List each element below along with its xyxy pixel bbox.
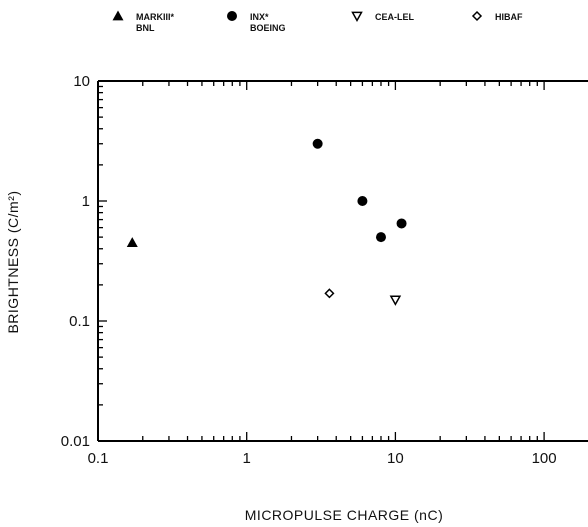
x-tick-label: 10 (387, 450, 404, 467)
data-point (357, 196, 368, 206)
data-points (126, 138, 407, 306)
legend-marker (227, 11, 237, 21)
data-point (126, 237, 138, 248)
data-point (312, 138, 323, 149)
legend-label: INX* (250, 12, 269, 22)
legend-marker (351, 11, 363, 23)
data-point (396, 218, 407, 229)
legend-marker (471, 10, 483, 22)
x-tick-label: 0.1 (88, 450, 109, 467)
y-tick-label: 10 (73, 73, 90, 90)
axes (97, 80, 588, 442)
legend: MARKIII*BNL INX*BOEING CEA-LEL HIBAF (112, 10, 523, 33)
data-point (389, 295, 402, 306)
x-axis-label: MICROPULSE CHARGE (nC) (245, 507, 443, 523)
legend-item: CEA-LEL (351, 11, 414, 23)
data-point (375, 232, 386, 243)
x-tick-label: 1 (243, 450, 251, 467)
legend-label: BNL (136, 23, 155, 33)
legend-item: HIBAF (471, 10, 523, 22)
data-point (324, 288, 335, 299)
legend-label: HIBAF (495, 12, 523, 22)
y-axis-label: BRIGHTNESS (C/m²) (5, 190, 21, 333)
legend-marker (112, 10, 124, 21)
legend-item: MARKIII*BNL (112, 10, 174, 33)
legend-label: BOEING (250, 23, 286, 33)
y-tick-label: 0.01 (61, 433, 90, 450)
legend-label: MARKIII* (136, 12, 174, 22)
x-tick-label: 100 (532, 450, 557, 467)
legend-label: CEA-LEL (375, 12, 414, 22)
y-tick-label: 1 (82, 193, 90, 210)
legend-item: INX*BOEING (227, 11, 286, 33)
y-tick-label: 0.1 (69, 313, 90, 330)
